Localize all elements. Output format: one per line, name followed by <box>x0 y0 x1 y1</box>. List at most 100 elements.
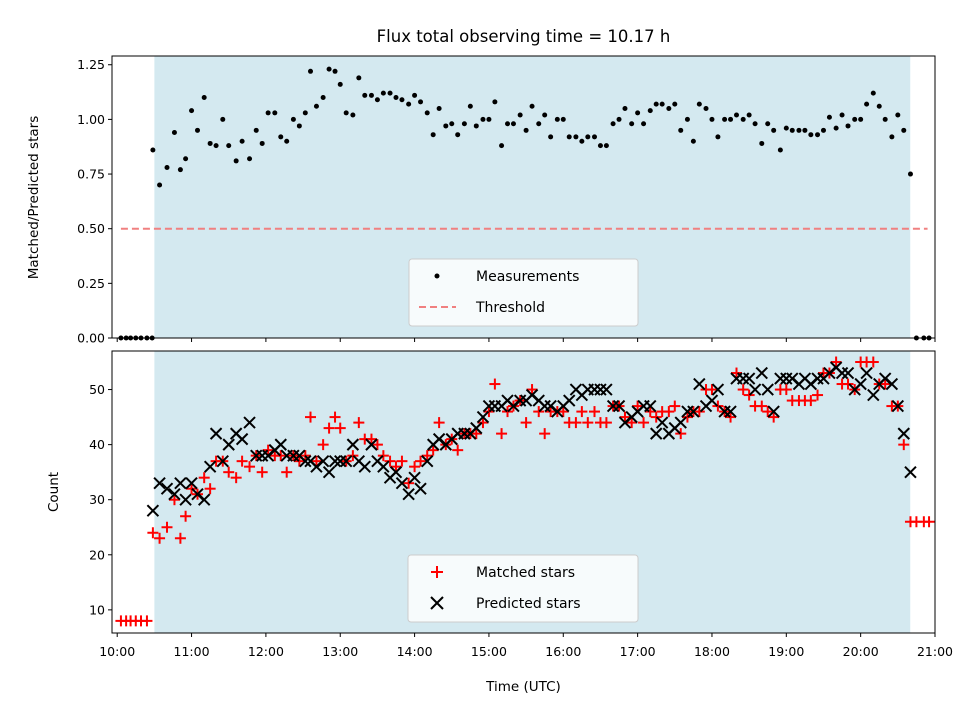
measurement-point <box>443 123 449 129</box>
measurement-point <box>826 114 832 120</box>
measurement-point <box>265 110 271 116</box>
predicted-star-point <box>146 504 160 517</box>
matched-star-point <box>230 472 242 484</box>
matched-star-point <box>663 406 675 418</box>
bottom-x-tick-label: 19:00 <box>768 644 804 659</box>
matched-star-point <box>879 378 891 390</box>
measurement-point <box>239 138 245 144</box>
predicted-star-point <box>693 377 706 391</box>
matched-star-point <box>403 477 415 489</box>
predicted-star-point <box>748 383 762 396</box>
bottom-panel: 10 20 30 40 50 10:00 11:00 12:00 13:00 14:00 15:0… <box>46 350 953 695</box>
matched-star-point <box>334 422 346 434</box>
predicted-star-point <box>897 427 910 440</box>
measurement-point <box>690 138 696 144</box>
predicted-star-point <box>711 383 725 396</box>
predicted-star-point <box>179 493 192 506</box>
top-y-ticks: 0.00 0.25 0.50 0.75 1.00 1.25 <box>77 57 112 346</box>
bottom-x-tick-label: 20:00 <box>843 644 879 659</box>
predicted-star-point <box>328 454 342 468</box>
measurement-point <box>201 95 207 101</box>
matched-star-point <box>384 455 396 467</box>
matched-star-point <box>415 455 427 467</box>
predicted-star-point <box>649 427 663 440</box>
measurement-point <box>412 92 418 98</box>
matched-star-point <box>371 439 383 451</box>
measurement-point <box>393 95 399 101</box>
bottom-x-tick-label: 17:00 <box>620 644 656 659</box>
measurement-point <box>901 127 907 133</box>
measurement-point <box>233 158 239 164</box>
bottom-y-axis-label: Count <box>46 472 62 512</box>
measurement-point <box>820 127 826 133</box>
matched-star-point <box>638 417 650 429</box>
predicted-star-point <box>408 471 421 484</box>
bottom-x-tick-label: 11:00 <box>174 644 210 659</box>
matched-star-point <box>681 411 693 423</box>
measurement-point <box>350 112 356 118</box>
measurement-point <box>573 134 579 140</box>
matched-star-point <box>489 378 501 390</box>
predicted-star-point <box>885 377 899 391</box>
predicted-star-point <box>755 366 768 380</box>
predicted-star-point <box>867 388 880 402</box>
top-y-tick-label: 1.25 <box>77 57 105 72</box>
matched-star-point <box>730 367 742 379</box>
measurement-point <box>759 140 765 146</box>
matched-star-point <box>223 466 235 478</box>
measurement-point <box>177 167 183 173</box>
predicted-star-point <box>235 432 249 446</box>
matched-star-point <box>317 439 329 451</box>
measurement-point <box>833 125 839 131</box>
measurement-point <box>467 103 473 109</box>
predicted-star-point <box>358 460 371 473</box>
matched-star-point <box>725 411 737 423</box>
measurement-point <box>542 112 548 118</box>
matched-star-point <box>353 417 365 429</box>
measurement-point <box>505 121 511 127</box>
predicted-star-point <box>203 460 217 473</box>
measurement-point <box>313 103 319 109</box>
measurement-point <box>789 127 795 133</box>
measurement-point <box>207 140 213 146</box>
bottom-x-tick-label: 14:00 <box>397 644 433 659</box>
legend-predicted-label: Predicted stars <box>476 596 581 612</box>
matched-star-point <box>347 450 359 462</box>
bottom-x-tick-label: 12:00 <box>248 644 284 659</box>
measurement-point <box>308 68 314 74</box>
matched-star-point <box>161 521 173 533</box>
predicted-star-point <box>470 421 483 435</box>
matched-star-point <box>168 494 180 506</box>
measurement-point <box>473 123 479 129</box>
measurement-point <box>622 105 628 111</box>
predicted-star-point <box>724 405 737 418</box>
legend-matched-label: Matched stars <box>476 565 575 581</box>
matched-star-point <box>812 389 824 401</box>
predicted-star-point <box>222 438 235 451</box>
matched-star-point <box>204 483 216 495</box>
top-y-tick-label: 0.00 <box>77 331 105 346</box>
measurement-point <box>783 125 789 131</box>
matched-star-point <box>154 532 166 544</box>
matched-star-point <box>377 450 389 462</box>
matched-star-point <box>600 417 612 429</box>
top-y-tick-label: 0.50 <box>77 221 105 236</box>
predicted-star-point <box>197 493 211 506</box>
measurement-point <box>554 116 560 122</box>
measurement-point <box>157 182 163 188</box>
matched-star-point <box>737 384 749 396</box>
measurement-point <box>171 130 177 136</box>
measurement-point <box>461 121 467 127</box>
measurement-point <box>220 116 226 122</box>
measurement-point <box>815 132 821 138</box>
matched-star-point <box>650 411 662 423</box>
measurement-point <box>253 127 259 133</box>
predicted-star-point <box>402 487 415 501</box>
measurement-point <box>368 92 374 98</box>
measurement-point <box>864 101 870 107</box>
matched-star-point <box>147 527 159 539</box>
predicted-star-point <box>365 438 378 451</box>
measurement-point <box>560 116 566 122</box>
matched-star-point <box>293 455 305 467</box>
